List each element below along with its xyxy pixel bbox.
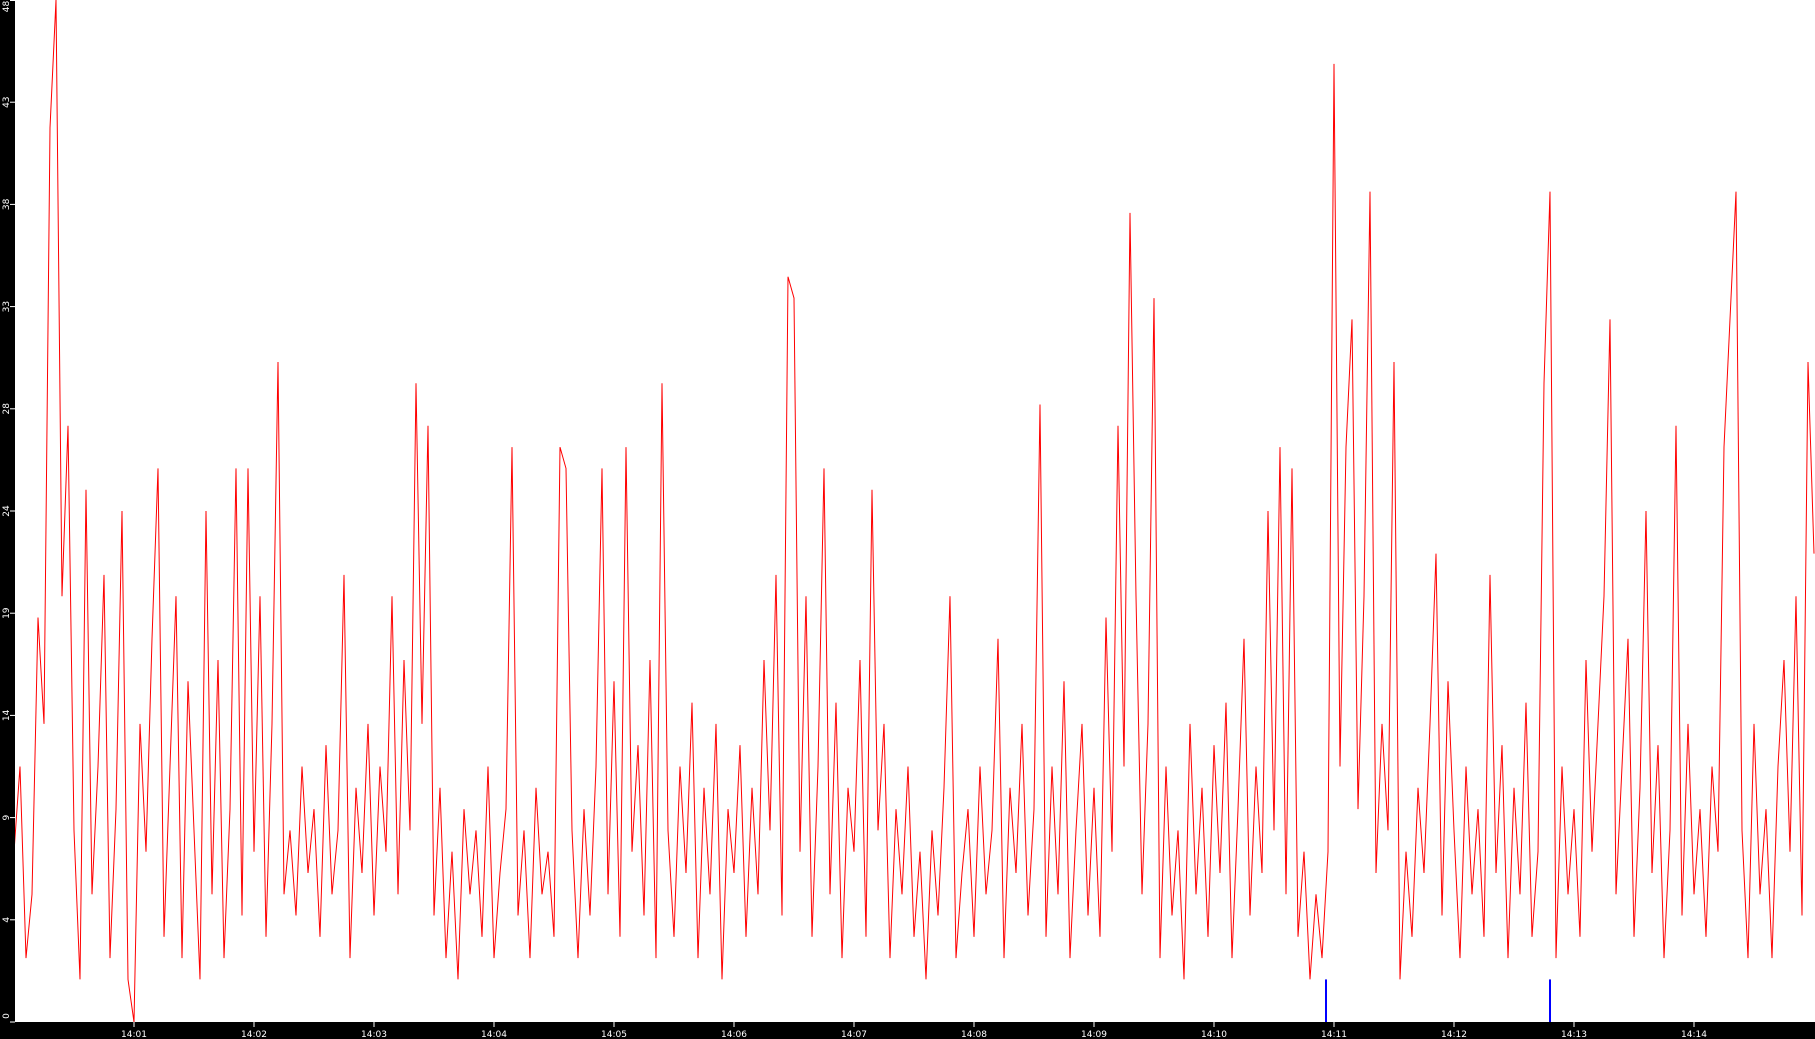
y-tick-label: 48 — [2, 1, 12, 13]
x-tick-label: 14:04 — [481, 1030, 507, 1039]
x-tick-label: 14:14 — [1681, 1030, 1707, 1039]
x-tick-label: 14:06 — [721, 1030, 747, 1039]
y-tick-label: 28 — [2, 403, 12, 415]
y-tick-label: 43 — [2, 96, 12, 107]
y-tick-label: 9 — [2, 814, 12, 820]
y-axis-bar — [0, 0, 15, 1039]
x-axis-bar — [0, 1022, 1815, 1039]
x-tick-label: 14:12 — [1441, 1030, 1467, 1039]
x-tick-label: 14:05 — [601, 1030, 627, 1039]
x-tick-label: 14:08 — [961, 1030, 987, 1039]
y-tick-label: 19 — [2, 607, 12, 619]
series-spike-blue — [1549, 979, 1551, 1022]
series-spike-blue — [1325, 979, 1327, 1022]
x-tick-label: 14:10 — [1201, 1030, 1227, 1039]
x-tick-label: 14:13 — [1561, 1030, 1587, 1039]
x-axis: 14:01 14:02 14:03 14:04 14:05 14:06 14:07 14:08… — [121, 1022, 1707, 1039]
y-tick-label: 0 — [2, 1013, 12, 1019]
y-tick-label: 24 — [2, 505, 12, 517]
y-tick-label: 38 — [2, 198, 12, 210]
y-tick-label: 33 — [2, 301, 12, 312]
x-tick-label: 14:03 — [361, 1030, 387, 1039]
y-axis: 0 4 9 14 19 24 28 33 38 43 48 — [2, 0, 15, 1023]
x-tick-label: 14:09 — [1081, 1030, 1107, 1039]
series-layer — [13, 0, 1815, 1023]
x-tick-label: 14:01 — [121, 1030, 147, 1039]
x-tick-label: 14:02 — [241, 1030, 267, 1039]
x-tick-label: 14:07 — [841, 1030, 867, 1039]
y-tick-label: 14 — [2, 709, 12, 721]
y-tick-label: 4 — [2, 917, 12, 923]
x-tick-label: 14:11 — [1321, 1030, 1347, 1039]
